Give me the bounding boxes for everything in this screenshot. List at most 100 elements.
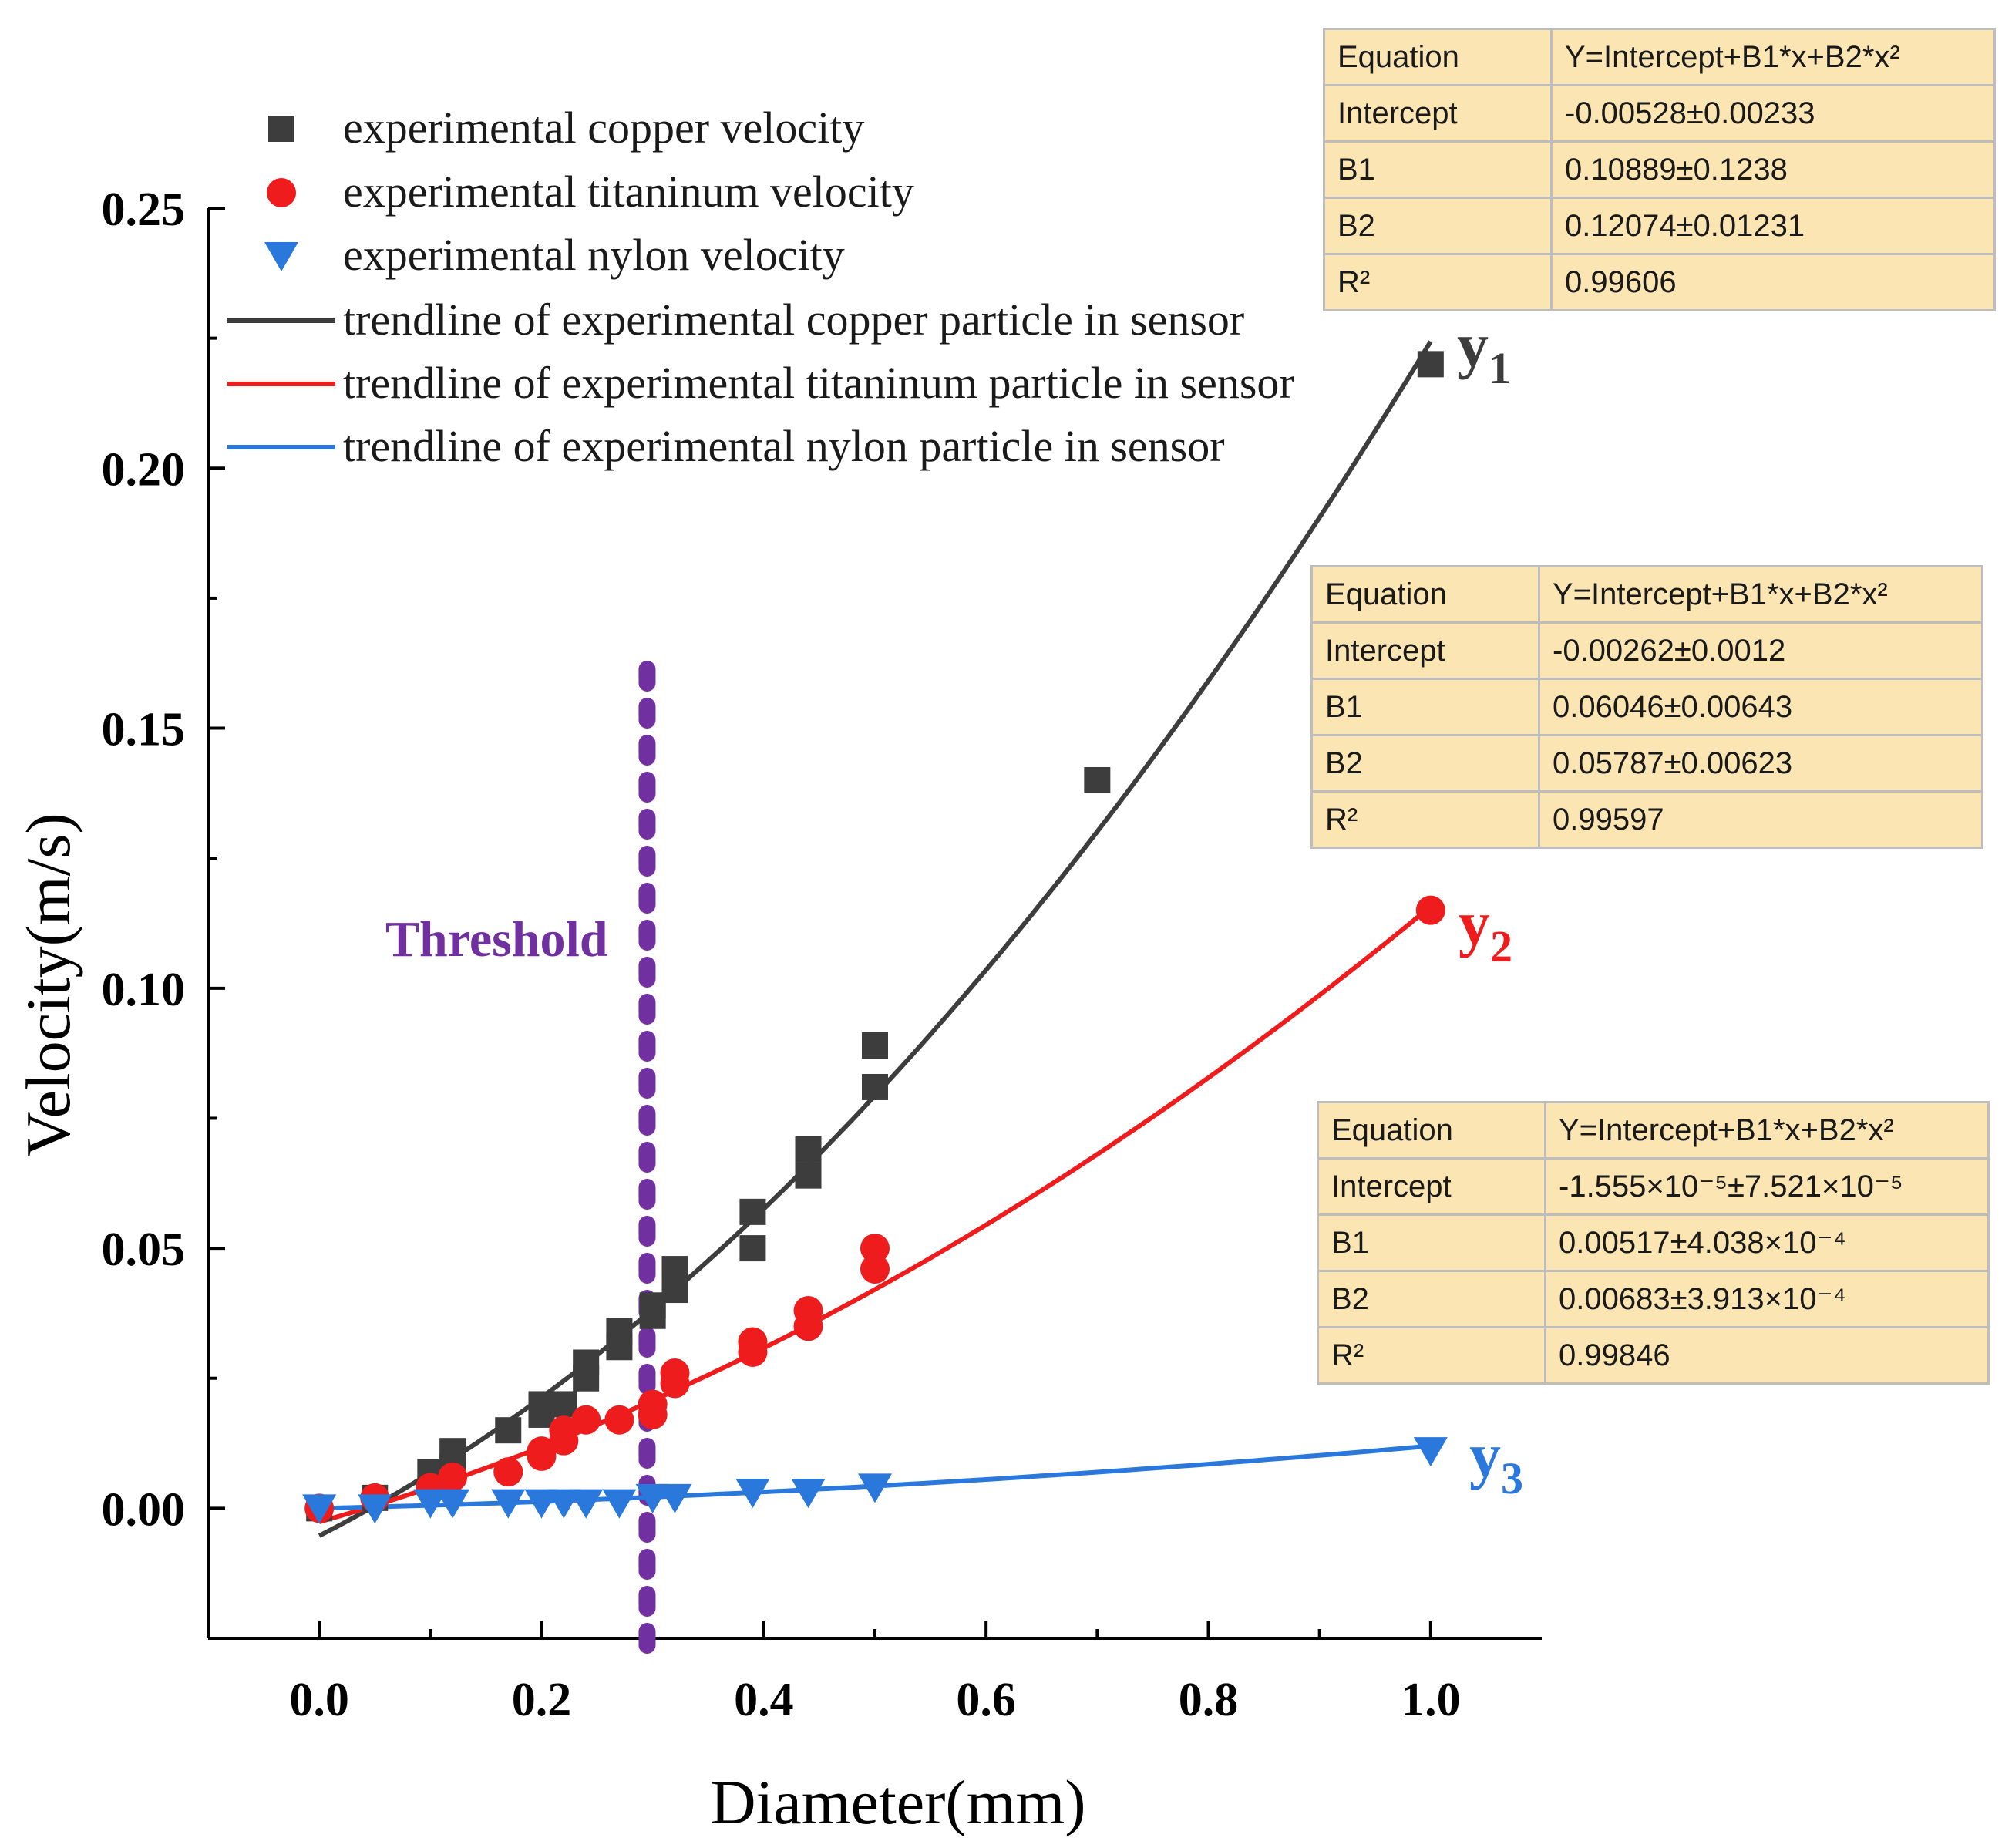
points-group bbox=[302, 351, 1448, 1524]
data-point-triangle-down bbox=[791, 1479, 826, 1509]
data-point-square bbox=[661, 1277, 688, 1304]
table-value: 0.05787±0.00623 bbox=[1538, 734, 1983, 793]
table-value: -0.00528±0.00233 bbox=[1550, 84, 1996, 143]
end-label-main: y bbox=[1459, 888, 1490, 958]
data-point-circle bbox=[438, 1462, 468, 1492]
data-point-triangle-down bbox=[358, 1494, 392, 1524]
data-point-circle bbox=[638, 1389, 668, 1419]
legend-label: trendline of experimental copper particl… bbox=[343, 295, 1244, 345]
trendline-end-label: y1 bbox=[1457, 310, 1511, 393]
x-tick-label: 0.6 bbox=[956, 1674, 1016, 1726]
data-point-triangle-down bbox=[735, 1479, 770, 1509]
table-value: -1.555×10⁻⁵±7.521×10⁻⁵ bbox=[1544, 1157, 1990, 1216]
x-tick-label: 0.0 bbox=[289, 1674, 349, 1726]
table-key: Intercept bbox=[1317, 1157, 1546, 1216]
table-row: B2 0.00683±3.913×10⁻⁴ bbox=[1317, 1270, 1990, 1328]
legend-label: experimental copper velocity bbox=[343, 103, 864, 153]
data-point-circle bbox=[660, 1358, 690, 1388]
table-row: R² 0.99606 bbox=[1323, 253, 1996, 311]
table-key: Equation bbox=[1317, 1101, 1546, 1160]
legend-group: experimental copper velocity experimental… bbox=[227, 103, 1294, 471]
data-point-circle bbox=[860, 1254, 890, 1284]
y-axis-title: Velocity(m/s) bbox=[13, 813, 83, 1156]
table-value: 0.00517±4.038×10⁻⁴ bbox=[1544, 1213, 1990, 1272]
end-label-subscript: 2 bbox=[1490, 921, 1512, 971]
table-key: R² bbox=[1310, 790, 1540, 849]
table-key: Intercept bbox=[1310, 621, 1540, 680]
threshold-label: Threshold bbox=[385, 911, 608, 968]
data-point-square bbox=[795, 1162, 822, 1189]
data-point-square bbox=[550, 1391, 577, 1418]
table-key: B2 bbox=[1317, 1270, 1546, 1328]
end-label-subscript: 1 bbox=[1489, 343, 1511, 393]
data-point-triangle-down bbox=[858, 1473, 892, 1503]
table-row: Equation Y=Intercept+B1*x+B2*x² bbox=[1310, 565, 1983, 624]
legend-label: trendline of experimental titaninum part… bbox=[343, 358, 1294, 408]
y-tick-label: 0.00 bbox=[102, 1483, 186, 1536]
legend-marker bbox=[264, 242, 298, 271]
fit-table-titanium: Equation Y=Intercept+B1*x+B2*x² Intercep… bbox=[1310, 565, 1983, 849]
y-tick-label: 0.15 bbox=[102, 704, 186, 756]
data-point-circle bbox=[738, 1327, 768, 1357]
data-point-square bbox=[639, 1302, 666, 1329]
end-label-main: y bbox=[1457, 310, 1489, 380]
data-point-circle bbox=[793, 1296, 823, 1326]
table-row: R² 0.99846 bbox=[1317, 1326, 1990, 1385]
data-point-triangle-down bbox=[524, 1489, 559, 1519]
data-point-triangle-down bbox=[436, 1489, 470, 1519]
table-row: B1 0.10889±0.1238 bbox=[1323, 140, 1996, 199]
table-key: R² bbox=[1317, 1326, 1546, 1385]
table-row: Equation Y=Intercept+B1*x+B2*x² bbox=[1323, 28, 1996, 86]
table-key: Intercept bbox=[1323, 84, 1553, 143]
data-point-square bbox=[528, 1401, 555, 1428]
data-point-square bbox=[1084, 767, 1111, 793]
table-row: Intercept -0.00528±0.00233 bbox=[1323, 84, 1996, 143]
table-row: B2 0.12074±0.01231 bbox=[1323, 197, 1996, 255]
y-tick-label: 0.25 bbox=[102, 183, 186, 236]
table-value: Y=Intercept+B1*x+B2*x² bbox=[1550, 28, 1996, 86]
table-value: 0.99846 bbox=[1544, 1326, 1990, 1385]
x-tick-label: 0.8 bbox=[1179, 1674, 1239, 1726]
table-row: Equation Y=Intercept+B1*x+B2*x² bbox=[1317, 1101, 1990, 1160]
data-point-square bbox=[795, 1136, 822, 1163]
fit-table-nylon: Equation Y=Intercept+B1*x+B2*x² Intercep… bbox=[1317, 1101, 1990, 1385]
table-key: Equation bbox=[1310, 565, 1540, 624]
legend-label: experimental nylon velocity bbox=[343, 230, 845, 280]
table-key: B2 bbox=[1323, 197, 1553, 255]
data-point-circle bbox=[1415, 895, 1445, 925]
trendline-2 bbox=[318, 904, 1432, 1524]
data-point-circle bbox=[549, 1415, 579, 1446]
table-value: Y=Intercept+B1*x+B2*x² bbox=[1538, 565, 1983, 624]
data-point-square bbox=[573, 1365, 600, 1392]
data-point-circle bbox=[571, 1405, 601, 1435]
data-point-circle bbox=[604, 1405, 634, 1435]
data-point-square bbox=[862, 1032, 888, 1059]
data-point-triangle-down bbox=[602, 1489, 637, 1519]
y-tick-label: 0.10 bbox=[102, 964, 186, 1016]
legend-marker bbox=[267, 178, 296, 207]
legend-marker bbox=[268, 116, 294, 142]
x-tick-label: 0.2 bbox=[512, 1674, 572, 1726]
table-value: Y=Intercept+B1*x+B2*x² bbox=[1544, 1101, 1990, 1160]
table-key: Equation bbox=[1323, 28, 1553, 86]
end-label-main: y bbox=[1469, 1420, 1501, 1490]
table-value: 0.10889±0.1238 bbox=[1550, 140, 1996, 199]
data-point-circle bbox=[493, 1457, 523, 1487]
data-point-square bbox=[1417, 351, 1444, 378]
data-point-triangle-down bbox=[413, 1489, 448, 1519]
data-point-square bbox=[862, 1073, 888, 1100]
y-tick-label: 0.20 bbox=[102, 443, 186, 496]
x-tick-label: 1.0 bbox=[1401, 1674, 1461, 1726]
data-point-triangle-down bbox=[1413, 1437, 1448, 1467]
data-point-square bbox=[606, 1334, 633, 1361]
x-axis-title: Diameter(mm) bbox=[710, 1767, 1085, 1837]
table-row: Intercept -1.555×10⁻⁵±7.521×10⁻⁵ bbox=[1317, 1157, 1990, 1216]
table-key: B1 bbox=[1310, 678, 1540, 736]
end-label-subscript: 3 bbox=[1501, 1453, 1523, 1503]
data-point-circle bbox=[860, 1234, 890, 1264]
table-row: B1 0.00517±4.038×10⁻⁴ bbox=[1317, 1213, 1990, 1272]
data-point-triangle-down bbox=[569, 1489, 604, 1519]
legend-label: trendline of experimental nylon particle… bbox=[343, 421, 1225, 471]
